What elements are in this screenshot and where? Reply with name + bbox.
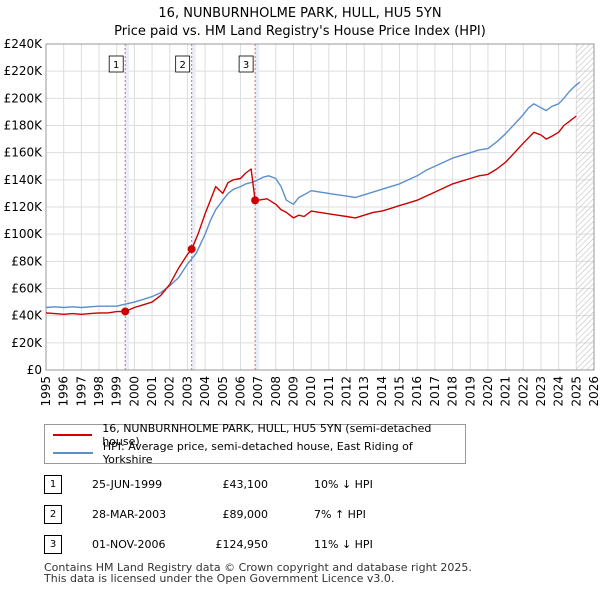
transaction-price: £89,000 — [222, 508, 269, 521]
legend-item-property: 16, NUNBURNHOLME PARK, HULL, HU5 5YN (se… — [53, 422, 465, 448]
x-tick-label: 2014 — [375, 376, 389, 407]
transaction-hpi: 7% ↑ HPI — [314, 508, 366, 521]
x-tick-label: 2001 — [145, 376, 159, 407]
chart-title: 16, NUNBURNHOLME PARK, HULL, HU5 5YN — [158, 6, 442, 21]
footer-copyright: Contains HM Land Registry data © Crown c… — [44, 561, 472, 574]
legend-label-property: 16, NUNBURNHOLME PARK, HULL, HU5 5YN (se… — [102, 422, 432, 448]
transaction-number: 1 — [44, 475, 62, 494]
transaction-number: 2 — [44, 505, 62, 524]
x-tick-label: 2025 — [569, 376, 583, 407]
x-tick-label: 2017 — [428, 376, 442, 407]
x-tick-label: 2020 — [481, 376, 495, 407]
legend: 16, NUNBURNHOLME PARK, HULL, HU5 5YN (se… — [44, 422, 466, 466]
legend-label-hpi: HPI: Average price, semi-detached house,… — [102, 440, 413, 466]
x-tick-label: 2016 — [410, 376, 424, 407]
x-tick-label: 2005 — [216, 376, 230, 407]
x-tick-label: 2011 — [322, 376, 336, 407]
transaction-price: £43,100 — [222, 478, 269, 491]
transaction-number: 3 — [44, 535, 62, 554]
sale-point — [187, 245, 196, 254]
series-line-hpi — [45, 81, 581, 309]
marker-label: 1 — [113, 60, 119, 71]
x-tick-label: 2008 — [269, 376, 283, 407]
y-tick-label: £160K — [4, 146, 44, 160]
x-tick-label: 2006 — [233, 376, 247, 407]
x-tick-label: 2026 — [587, 376, 600, 407]
x-tick-label: 1995 — [39, 376, 53, 407]
legend-swatch-red — [53, 434, 93, 436]
x-tick-label: 2019 — [463, 376, 477, 407]
marker-label-box — [238, 55, 254, 73]
x-tick-label: 2024 — [552, 376, 566, 407]
marker-label-box — [108, 55, 124, 73]
transaction-date: 28-MAR-2003 — [92, 508, 167, 521]
x-tick-label: 2000 — [127, 376, 141, 407]
x-tick-label: 2022 — [516, 376, 530, 407]
y-tick-label: £100K — [4, 227, 44, 241]
x-tick-label: 2015 — [393, 376, 407, 407]
series-line-property — [45, 115, 577, 315]
footer-license: This data is licensed under the Open Gov… — [44, 572, 395, 585]
y-tick-label: £140K — [4, 173, 44, 187]
plot-border — [45, 43, 595, 371]
sale-point — [251, 196, 260, 205]
y-tick-label: £180K — [4, 119, 44, 133]
x-tick-label: 1999 — [110, 376, 124, 407]
table-row: 3 01-NOV-2006 £124,950 11% ↓ HPI — [44, 535, 444, 555]
legend-swatch-blue — [53, 452, 93, 454]
marker-shade — [255, 44, 260, 370]
sale-point — [121, 307, 130, 316]
y-tick-label: £200K — [4, 91, 44, 105]
y-tick-label: £80K — [11, 254, 43, 268]
transaction-hpi: 11% ↓ HPI — [314, 538, 373, 551]
legend-item-hpi: HPI: Average price, semi-detached house,… — [53, 440, 465, 466]
marker-label: 3 — [243, 60, 249, 71]
x-tick-label: 2018 — [446, 376, 460, 407]
chart-subtitle: Price paid vs. HM Land Registry's House … — [114, 24, 486, 39]
transaction-date: 01-NOV-2006 — [92, 538, 166, 551]
y-tick-label: £0 — [27, 363, 42, 377]
marker-shade — [125, 44, 130, 370]
y-tick-label: £20K — [11, 336, 43, 350]
y-tick-label: £60K — [11, 282, 43, 296]
x-tick-label: 2023 — [534, 376, 548, 407]
x-tick-label: 2021 — [499, 376, 513, 407]
table-row: 2 28-MAR-2003 £89,000 7% ↑ HPI — [44, 505, 444, 525]
x-tick-label: 2004 — [198, 376, 212, 407]
forecast-hatch-region — [576, 44, 594, 370]
transaction-price: £124,950 — [215, 538, 269, 551]
x-tick-label: 2009 — [286, 376, 300, 407]
marker-shade — [191, 44, 196, 370]
x-tick-label: 1996 — [57, 376, 71, 407]
x-tick-label: 1998 — [92, 376, 106, 407]
x-tick-label: 2010 — [304, 376, 318, 407]
transaction-hpi: 10% ↓ HPI — [314, 478, 373, 491]
x-tick-label: 2012 — [340, 376, 354, 407]
x-tick-label: 1997 — [74, 376, 88, 407]
x-tick-label: 2003 — [180, 376, 194, 407]
table-row: 1 25-JUN-1999 £43,100 10% ↓ HPI — [44, 475, 444, 495]
y-tick-label: £240K — [4, 37, 44, 51]
x-tick-label: 2007 — [251, 376, 265, 407]
price-chart: 1 2 3 £0 £20K £40K £60K £80K £100K £120K £140K £160… — [4, 37, 600, 407]
x-tick-label: 2002 — [163, 376, 177, 407]
transaction-date: 25-JUN-1999 — [92, 478, 163, 491]
marker-label-box — [175, 55, 191, 73]
marker-label: 2 — [179, 60, 185, 71]
y-tick-label: £220K — [4, 64, 44, 78]
footer: Contains HM Land Registry data © Crown c… — [44, 562, 472, 584]
x-tick-label: 2013 — [357, 376, 371, 407]
y-tick-label: £40K — [11, 309, 43, 323]
y-tick-label: £120K — [4, 200, 44, 214]
